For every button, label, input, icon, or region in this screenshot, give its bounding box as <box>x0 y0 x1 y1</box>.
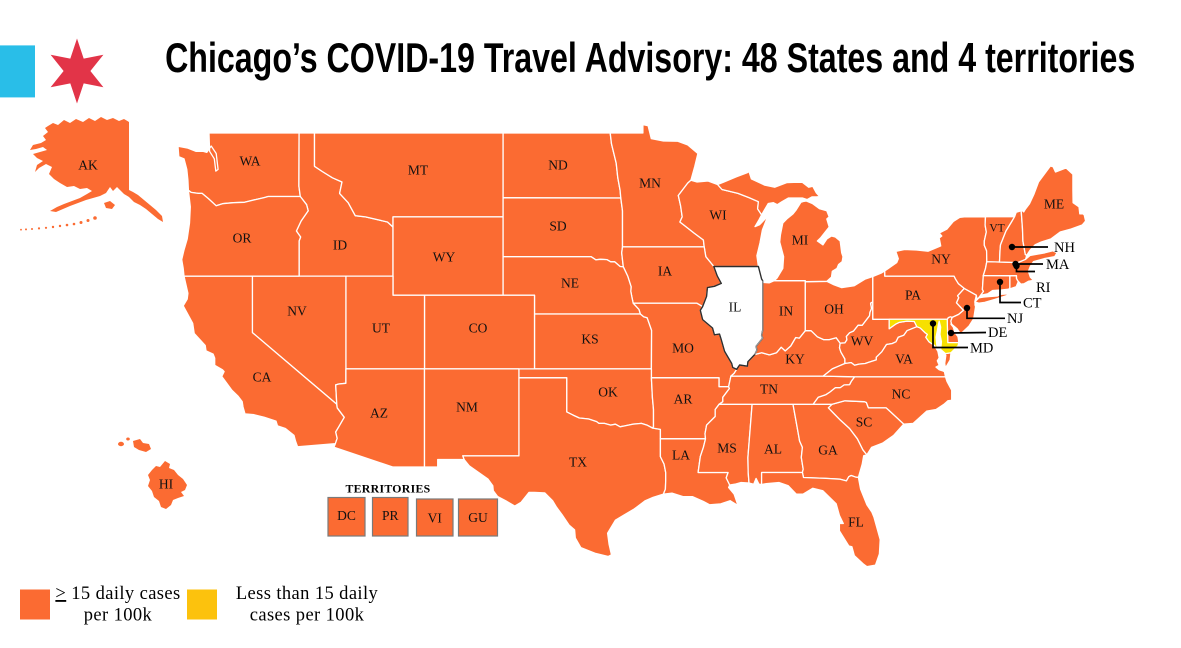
svg-text:AR: AR <box>674 392 693 407</box>
svg-text:Less than 15 daily: Less than 15 daily <box>236 584 379 604</box>
svg-text:VA: VA <box>895 352 913 367</box>
svg-text:DE: DE <box>988 325 1007 341</box>
svg-text:NE: NE <box>561 276 579 291</box>
svg-text:WI: WI <box>709 208 727 223</box>
svg-text:cases per 100k: cases per 100k <box>250 606 365 626</box>
svg-text:SD: SD <box>549 219 567 234</box>
svg-text:ND: ND <box>548 158 568 173</box>
svg-text:NJ: NJ <box>1007 311 1023 327</box>
svg-text:MO: MO <box>672 341 694 356</box>
svg-text:FL: FL <box>848 515 864 530</box>
svg-text:MT: MT <box>408 163 429 178</box>
svg-text:AK: AK <box>78 158 98 173</box>
svg-text:AL: AL <box>764 442 782 457</box>
svg-text:MS: MS <box>717 441 737 456</box>
svg-text:IA: IA <box>658 264 672 279</box>
svg-text:NM: NM <box>456 400 478 415</box>
svg-text:TN: TN <box>760 382 778 397</box>
svg-text:IN: IN <box>779 304 793 319</box>
svg-text:DC: DC <box>337 508 356 523</box>
svg-text:OK: OK <box>598 385 618 400</box>
svg-text:LA: LA <box>672 448 690 463</box>
svg-text:ID: ID <box>333 238 347 253</box>
svg-text:WV: WV <box>851 334 874 349</box>
svg-text:PR: PR <box>382 508 399 523</box>
svg-text:RI: RI <box>1036 280 1051 296</box>
svg-text:AZ: AZ <box>370 406 388 421</box>
svg-text:IL: IL <box>729 300 742 315</box>
svg-text:GA: GA <box>818 443 838 458</box>
svg-text:Chicago’s COVID-19 Travel Advi: Chicago’s COVID-19 Travel Advisory: 48 S… <box>165 34 1135 81</box>
svg-text:VI: VI <box>428 511 443 526</box>
svg-text:MI: MI <box>792 233 809 248</box>
svg-text:SC: SC <box>856 415 873 430</box>
svg-text:WY: WY <box>433 250 456 265</box>
svg-text:KY: KY <box>785 352 805 367</box>
svg-text:per 100k: per 100k <box>84 606 153 626</box>
svg-text:OR: OR <box>233 231 252 246</box>
svg-text:TX: TX <box>569 455 587 470</box>
svg-text:CA: CA <box>253 370 272 385</box>
svg-text:PA: PA <box>905 288 921 303</box>
svg-text:VT: VT <box>989 223 1004 235</box>
svg-text:NC: NC <box>892 387 911 402</box>
svg-text:GU: GU <box>468 510 488 525</box>
svg-text:NV: NV <box>287 304 307 319</box>
svg-text:HI: HI <box>159 477 174 492</box>
svg-text:CT: CT <box>1023 296 1042 312</box>
svg-text:KS: KS <box>581 332 598 347</box>
svg-text:CO: CO <box>469 321 488 336</box>
svg-text:UT: UT <box>372 321 391 336</box>
svg-text:NY: NY <box>931 252 951 267</box>
svg-text:MN: MN <box>639 176 661 191</box>
svg-text:OH: OH <box>824 302 844 317</box>
svg-text:ME: ME <box>1044 197 1064 212</box>
svg-text:WA: WA <box>240 154 261 169</box>
svg-text:MD: MD <box>970 341 993 357</box>
svg-text:TERRITORIES: TERRITORIES <box>345 482 430 496</box>
svg-text:MA: MA <box>1046 257 1070 273</box>
svg-text:NH: NH <box>1054 240 1075 256</box>
svg-text:> 15 daily cases: > 15 daily cases <box>55 584 180 604</box>
